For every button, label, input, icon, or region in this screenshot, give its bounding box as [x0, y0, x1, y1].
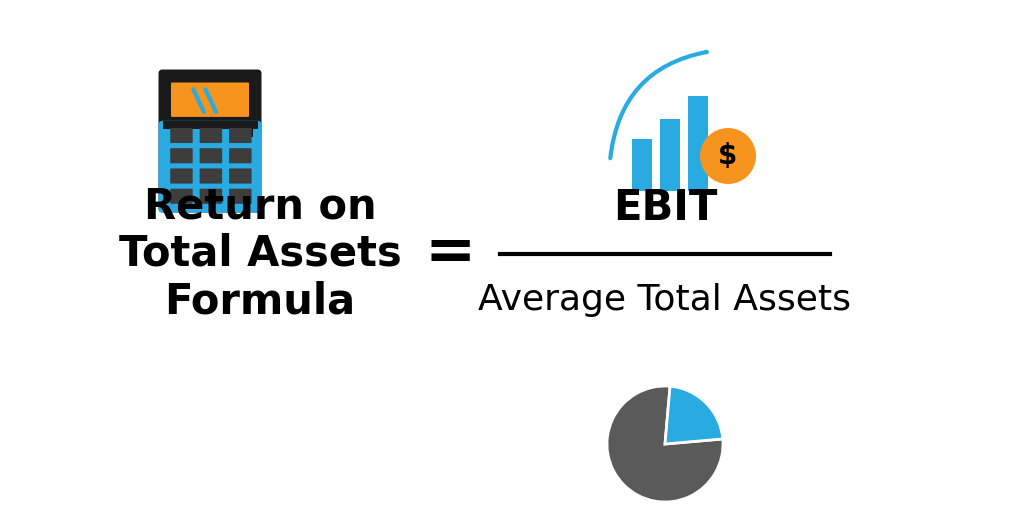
FancyBboxPatch shape: [159, 121, 261, 213]
Wedge shape: [665, 386, 723, 444]
Text: =: =: [424, 225, 475, 284]
Bar: [660, 119, 680, 191]
Text: Formula: Formula: [165, 280, 355, 322]
Text: Total Assets: Total Assets: [119, 233, 401, 275]
Text: $: $: [719, 142, 737, 170]
FancyBboxPatch shape: [170, 189, 193, 204]
FancyBboxPatch shape: [200, 189, 222, 204]
FancyBboxPatch shape: [171, 83, 249, 117]
Bar: [632, 139, 652, 191]
Text: Return on: Return on: [143, 186, 376, 228]
FancyBboxPatch shape: [170, 168, 193, 184]
FancyArrowPatch shape: [610, 52, 707, 158]
Circle shape: [700, 128, 756, 184]
FancyBboxPatch shape: [159, 69, 261, 213]
FancyBboxPatch shape: [170, 148, 193, 163]
Bar: [688, 96, 708, 191]
Text: EBIT: EBIT: [612, 187, 717, 229]
FancyBboxPatch shape: [229, 148, 252, 163]
FancyBboxPatch shape: [229, 168, 252, 184]
Bar: [163, 121, 257, 129]
Bar: [237, 128, 253, 137]
Text: Average Total Assets: Average Total Assets: [478, 283, 852, 317]
FancyBboxPatch shape: [200, 148, 222, 163]
FancyBboxPatch shape: [200, 168, 222, 184]
Wedge shape: [607, 386, 723, 502]
FancyBboxPatch shape: [229, 128, 252, 143]
FancyBboxPatch shape: [200, 128, 222, 143]
FancyBboxPatch shape: [170, 128, 193, 143]
FancyBboxPatch shape: [229, 189, 252, 204]
